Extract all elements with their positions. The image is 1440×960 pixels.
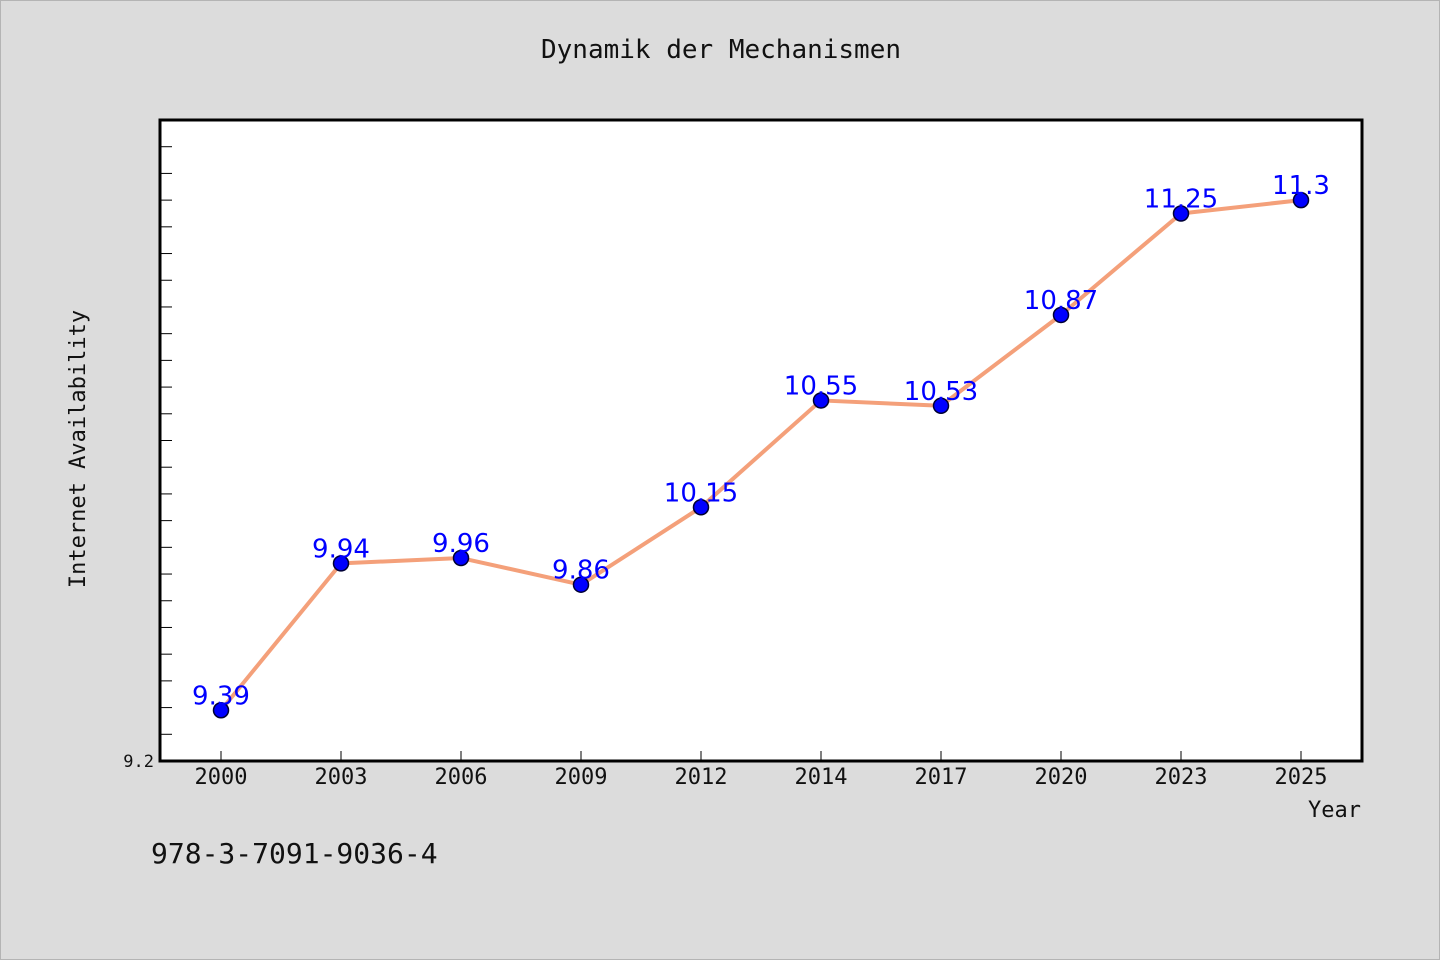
- y-axis-ticks: 9.2: [123, 146, 172, 772]
- x-tick-label: 2014: [795, 765, 848, 790]
- data-labels: 9.39 9.94 9.96 9.86 10.15 10.55 10.53 10.87 11.2…: [192, 171, 1330, 711]
- x-axis-ticks: 2000 2003 2006 2009 2012 2014 2017 2020 2023 2025: [195, 751, 1328, 790]
- data-label: 9.39: [192, 681, 250, 711]
- x-tick-label: 2025: [1275, 765, 1328, 790]
- data-label: 11.25: [1144, 184, 1218, 214]
- data-label: 9.86: [552, 556, 610, 586]
- data-label: 10.55: [784, 371, 858, 401]
- data-point: [932, 397, 950, 415]
- data-point: [692, 499, 710, 516]
- y-tick-label: 9.2: [123, 752, 154, 772]
- series-layer: [212, 191, 1310, 719]
- x-axis-title: Year: [1308, 798, 1361, 823]
- y-axis-title: Internet Availability: [66, 310, 91, 588]
- data-label: 9.96: [432, 529, 490, 559]
- data-point: [812, 392, 830, 409]
- data-point: [572, 576, 590, 593]
- series-line: [219, 198, 1302, 712]
- x-tick-label: 2020: [1035, 765, 1088, 790]
- data-point: [452, 549, 470, 567]
- x-tick-label: 2017: [915, 765, 968, 790]
- data-point: [332, 555, 350, 572]
- x-tick-label: 2003: [315, 765, 368, 790]
- x-tick-label: 2023: [1155, 765, 1208, 790]
- data-label: 9.94: [312, 534, 370, 564]
- chart-title: Dynamik der Mechanismen: [540, 35, 902, 65]
- x-tick-label: 2006: [435, 765, 488, 790]
- data-point: [1052, 306, 1070, 324]
- x-tick-label: 2009: [555, 765, 608, 790]
- isbn-text: 978-3-7091-9036-4: [151, 837, 438, 870]
- data-label: 10.87: [1024, 286, 1098, 316]
- data-point: [1172, 205, 1190, 222]
- data-label: 11.3: [1272, 171, 1330, 201]
- data-point: [212, 702, 230, 719]
- x-tick-label: 2000: [195, 765, 248, 790]
- data-point: [1292, 191, 1310, 209]
- data-label: 10.15: [664, 478, 738, 508]
- x-tick-label: 2012: [675, 765, 728, 790]
- plot-area: [158, 118, 1364, 763]
- data-label: 10.53: [904, 377, 978, 407]
